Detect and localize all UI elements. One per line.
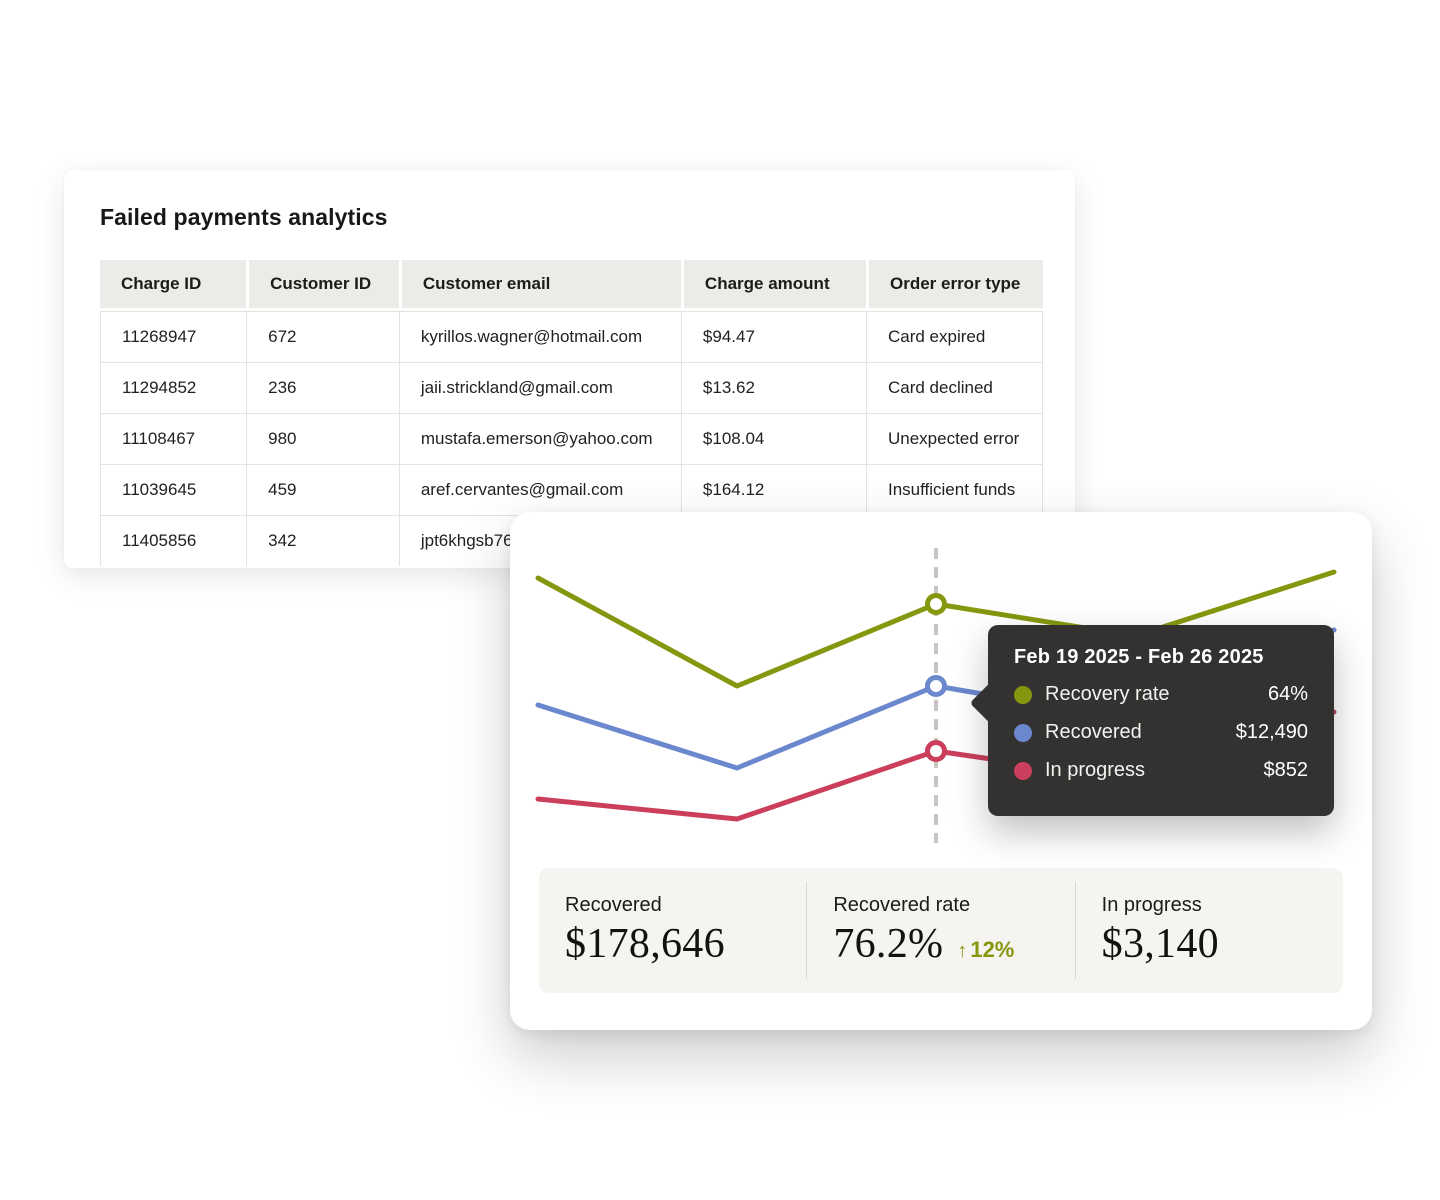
tooltip-series-label: Recovery rate [1045,683,1170,705]
up-arrow-icon: ↑ [957,939,968,962]
tooltip-series-value: 64% [1267,683,1308,705]
table-cell: $13.62 [680,362,866,413]
stats-divider [806,882,808,979]
stat-in-progress: In progress $3,140 [1076,894,1343,968]
table-cell: 11268947 [100,311,247,362]
tooltip-series-value: $12,490 [1235,721,1308,743]
tooltip-row: Recovered $12,490 [1014,720,1308,745]
stat-label: Recovered [565,893,662,916]
table-cell: 11039645 [100,464,247,515]
table-cell: $164.12 [680,464,866,515]
table-cell: 236 [246,362,399,413]
table-cell: 342 [246,515,399,566]
series-dot-icon [1014,685,1032,704]
tooltip-rows: Recovery rate 64% Recovered $12,490 In progr… [1014,682,1308,783]
column-header: Charge amount [680,260,866,311]
series-dot-icon [1014,723,1032,742]
highlight-marker-recovered[interactable] [925,675,947,697]
table-body: 11268947 672 kyrillos.wagner@hotmail.com $9… [100,311,1043,566]
failed-payments-table: Charge ID Customer ID Customer email Charge… [100,260,1043,566]
stat-value: 76.2% [833,920,944,967]
stat-value: $178,646 [565,920,725,967]
table-header-row: Charge ID Customer ID Customer email Charge… [100,260,1043,311]
table-cell: jaii.strickland@gmail.com [398,362,681,413]
table-cell: 459 [246,464,399,515]
table-cell: 11108467 [100,413,247,464]
highlight-marker-in-progress[interactable] [925,740,947,762]
table-row: 11108467 980 mustafa.emerson@yahoo.com $108… [100,413,1043,464]
card-title: Failed payments analytics [100,204,388,230]
table-cell: Unexpected error [865,413,1043,464]
chart-tooltip: Feb 19 2025 - Feb 26 2025 Recovery rate 6… [969,625,1334,816]
highlight-marker-recovery-rate[interactable] [925,593,947,615]
table-row: 11268947 672 kyrillos.wagner@hotmail.com $9… [100,311,1043,362]
table-cell: 11405856 [100,515,247,566]
tooltip-series-label: In progress [1045,759,1146,781]
column-header: Order error type [865,260,1043,311]
stat-label: In progress [1101,893,1202,916]
analytics-chart-card: Feb 19 2025 - Feb 26 2025 Recovery rate 6… [510,512,1372,1030]
tooltip-date-range: Feb 19 2025 - Feb 26 2025 [1014,646,1264,668]
table-cell: aref.cervantes@gmail.com [398,464,681,515]
stats-panel: Recovered $178,646 Recovered rate 76.2% ↑ 12%… [539,868,1343,993]
column-header: Charge ID [100,260,247,311]
table-cell: $94.47 [680,311,866,362]
table-cell: $108.04 [680,413,866,464]
table-cell: kyrillos.wagner@hotmail.com [398,311,681,362]
stats-divider [1074,882,1076,979]
tooltip-series-label: Recovered [1045,721,1142,743]
table-cell: Card declined [865,362,1043,413]
table-cell: Insufficient funds [865,464,1043,515]
table-row: 11294852 236 jaii.strickland@gmail.com $13.… [100,362,1043,413]
column-header: Customer ID [246,260,399,311]
table-cell: Card expired [865,311,1043,362]
series-dot-icon [1014,761,1032,780]
table-row: 11039645 459 aref.cervantes@gmail.com $164.… [100,464,1043,515]
stat-value: $3,140 [1101,920,1219,967]
table-cell: mustafa.emerson@yahoo.com [398,413,681,464]
stat-recovered: Recovered $178,646 [539,894,806,968]
tooltip-row: In progress $852 [1014,758,1308,783]
failed-payments-card: Failed payments analytics Charge ID Custo… [64,170,1075,568]
column-header: Customer email [398,260,681,311]
table-cell: 672 [246,311,399,362]
tooltip-row: Recovery rate 64% [1014,682,1308,707]
stat-recovered-rate: Recovered rate 76.2% ↑ 12% [807,894,1074,968]
stat-delta-value: 12% [970,936,1015,962]
table-cell: 11294852 [100,362,247,413]
stat-delta: ↑ 12% [957,937,1014,963]
tooltip-series-value: $852 [1263,759,1309,781]
table-cell: 980 [246,413,399,464]
stat-label: Recovered rate [833,893,971,916]
